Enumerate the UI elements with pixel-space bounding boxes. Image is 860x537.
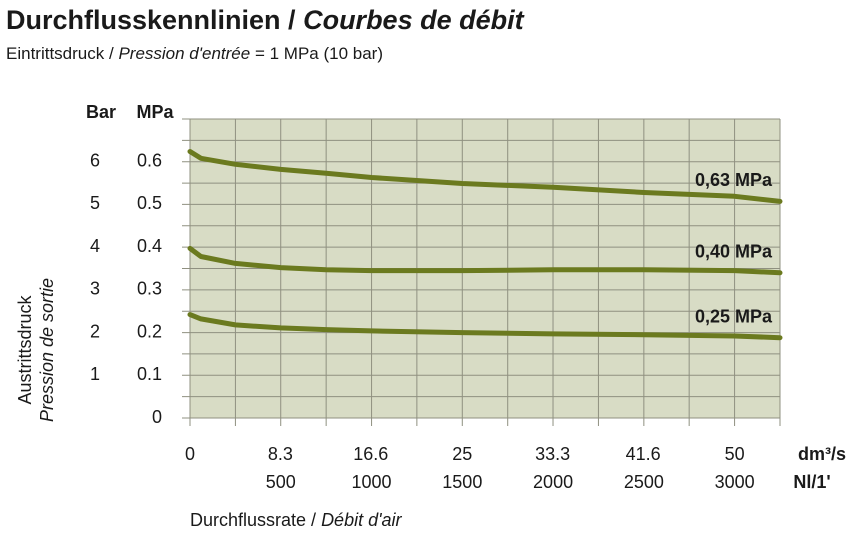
subtitle-part: Pression d'entrée — [118, 44, 250, 63]
series-label: 0,40 MPa — [695, 242, 773, 262]
x2-tick-label: 1500 — [442, 472, 482, 492]
y-tick-label: 0.6 — [137, 150, 162, 170]
y-tick-label: 0.3 — [137, 279, 162, 299]
x-tick-label: 8.3 — [268, 444, 293, 464]
x-tick-label: 16.6 — [353, 444, 388, 464]
x-tick-label: 0 — [185, 444, 195, 464]
series-label: 0,25 MPa — [695, 306, 773, 326]
y2-tick-label: 6 — [90, 150, 100, 170]
y2-tick-label: 4 — [90, 236, 100, 256]
x-tick-label: 25 — [452, 444, 472, 464]
x2-tick-label: 1000 — [352, 472, 392, 492]
y-tick-label: 0.4 — [137, 236, 162, 256]
y-tick-label: 0.2 — [137, 321, 162, 341]
x2-tick-label: 3000 — [715, 472, 755, 492]
x2-unit: Nl/1' — [793, 472, 830, 492]
series-line — [187, 149, 783, 204]
subtitle-part: Eintrittsdruck / — [6, 44, 114, 63]
subtitle-part: = 1 MPa (10 bar) — [255, 44, 383, 63]
y2-unit: Bar — [86, 102, 116, 122]
y-tick-label: 0 — [152, 407, 162, 427]
series-line — [187, 245, 783, 276]
title-part: Durchflusskennlinien / — [6, 5, 296, 35]
xlabel-part: Débit d'air — [321, 510, 402, 530]
y2-tick-label: 5 — [90, 193, 100, 213]
x-axis-title: Durchflussrate / Débit d'air — [190, 510, 403, 530]
xlabel-part: Durchflussrate / — [190, 510, 316, 530]
x-tick-label: 41.6 — [626, 444, 661, 464]
x2-tick-label: 2000 — [533, 472, 573, 492]
series-label: 0,63 MPa — [695, 170, 773, 190]
y-tick-label: 0.5 — [137, 193, 162, 213]
y-axis-title: Austrittsdruck — [15, 294, 35, 404]
title-part: Courbes de débit — [303, 5, 525, 35]
x2-tick-label: 500 — [266, 472, 296, 492]
y2-tick-label: 3 — [90, 279, 100, 299]
chart-subtitle: Eintrittsdruck / Pression d'entrée = 1 M… — [6, 44, 383, 63]
x2-tick-label: 2500 — [624, 472, 664, 492]
y-axis-title: Pression de sortie — [37, 278, 57, 422]
y-unit: MPa — [136, 102, 174, 122]
y2-tick-label: 1 — [90, 364, 100, 384]
y-tick-label: 0.1 — [137, 364, 162, 384]
series-line — [187, 312, 783, 341]
chart-title: Durchflusskennlinien / Courbes de débit — [6, 5, 525, 35]
y2-tick-label: 2 — [90, 321, 100, 341]
x-tick-label: 33.3 — [535, 444, 570, 464]
x-unit: dm³/s — [798, 444, 846, 464]
x-tick-label: 50 — [725, 444, 745, 464]
